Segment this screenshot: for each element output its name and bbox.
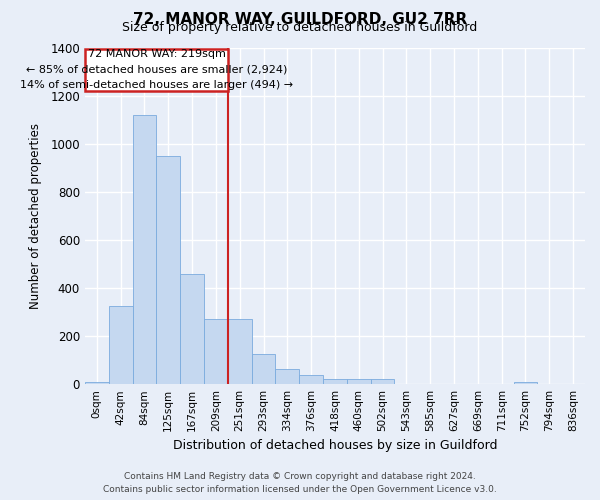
Y-axis label: Number of detached properties: Number of detached properties: [29, 123, 42, 309]
Bar: [514, 382, 538, 384]
Bar: [251, 354, 275, 384]
Text: Contains HM Land Registry data © Crown copyright and database right 2024.
Contai: Contains HM Land Registry data © Crown c…: [103, 472, 497, 494]
Bar: [133, 115, 157, 384]
Bar: [275, 368, 299, 384]
Bar: [157, 156, 180, 384]
Bar: [228, 319, 251, 384]
Bar: [180, 274, 204, 384]
Bar: [204, 319, 228, 384]
Text: 72, MANOR WAY, GUILDFORD, GU2 7RR: 72, MANOR WAY, GUILDFORD, GU2 7RR: [133, 12, 467, 26]
Bar: [85, 382, 109, 384]
Bar: [299, 374, 323, 384]
Text: Size of property relative to detached houses in Guildford: Size of property relative to detached ho…: [122, 22, 478, 35]
Bar: [109, 306, 133, 384]
Bar: [347, 380, 371, 384]
X-axis label: Distribution of detached houses by size in Guildford: Distribution of detached houses by size …: [173, 440, 497, 452]
Bar: [371, 380, 394, 384]
Text: 72 MANOR WAY: 219sqm
← 85% of detached houses are smaller (2,924)
14% of semi-de: 72 MANOR WAY: 219sqm ← 85% of detached h…: [20, 49, 293, 90]
FancyBboxPatch shape: [85, 48, 228, 91]
Bar: [323, 380, 347, 384]
